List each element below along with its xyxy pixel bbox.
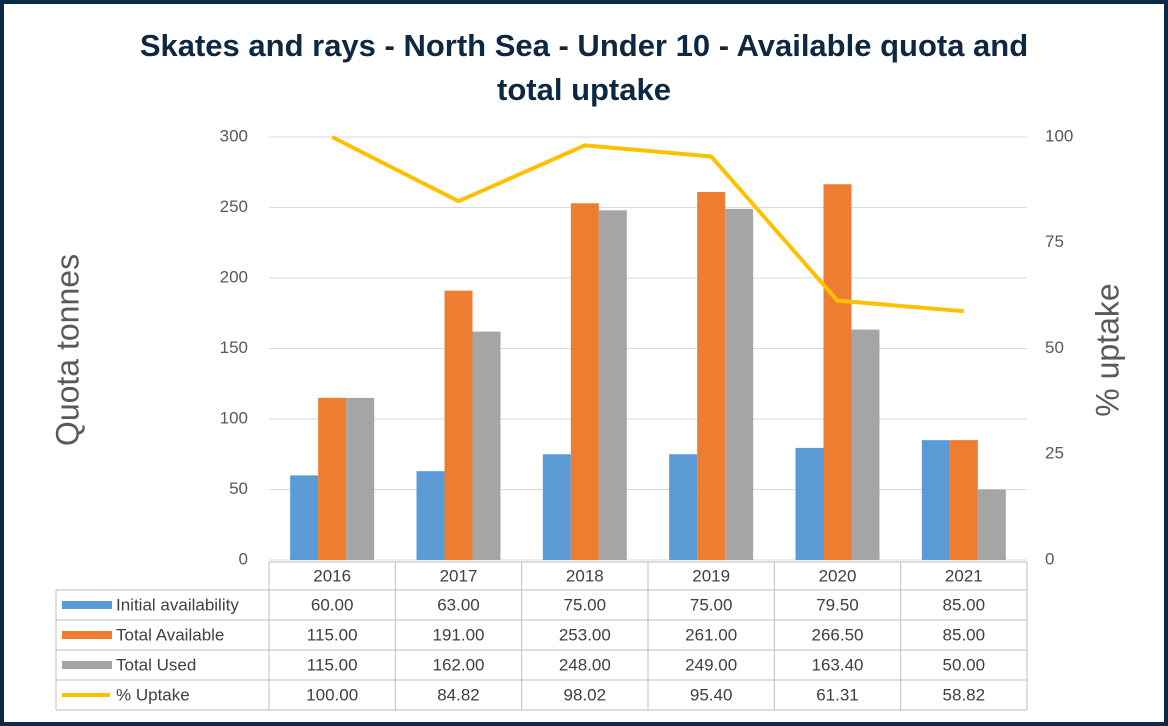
y-tick-label: 100 — [220, 408, 248, 427]
y-axis-label: Quota tonnes — [49, 254, 85, 446]
bar — [725, 208, 754, 560]
table-value: 100.00 — [306, 685, 358, 704]
legend-swatch — [62, 631, 112, 639]
table-value: 191.00 — [433, 625, 485, 644]
bar — [598, 210, 627, 560]
table-value: 249.00 — [685, 655, 737, 674]
x-tick-label: 2018 — [566, 566, 604, 585]
y-tick-label: 250 — [220, 197, 248, 216]
table-value: 63.00 — [437, 595, 480, 614]
chart-title: Skates and rays - North Sea - Under 10 -… — [139, 28, 1029, 107]
bar — [823, 184, 852, 561]
table-value: 95.40 — [690, 685, 733, 704]
legend-label: Total Used — [116, 655, 196, 674]
y-tick-label: 200 — [220, 267, 248, 286]
bar — [669, 454, 698, 560]
line-series — [331, 135, 964, 314]
bar — [290, 475, 319, 560]
bar — [697, 191, 726, 561]
table-value: 75.00 — [690, 595, 733, 614]
table-value: 58.82 — [943, 685, 986, 704]
bar — [444, 290, 473, 560]
table-value: 75.00 — [564, 595, 607, 614]
x-tick-label: 2021 — [945, 566, 983, 585]
y-tick-label: 150 — [220, 338, 248, 357]
y2-tick-label: 75 — [1045, 232, 1064, 251]
table-value: 98.02 — [564, 685, 607, 704]
legend-label: % Uptake — [116, 685, 190, 704]
table-value: 261.00 — [685, 625, 737, 644]
table-value: 79.50 — [816, 595, 859, 614]
y-tick-label: 300 — [220, 126, 248, 145]
table-value: 85.00 — [943, 625, 986, 644]
bar — [977, 489, 1006, 560]
table-value: 61.31 — [816, 685, 859, 704]
x-tick-label: 2020 — [819, 566, 857, 585]
bar — [542, 454, 571, 560]
table-value: 248.00 — [559, 655, 611, 674]
y2-axis-label: % uptake — [1089, 283, 1125, 416]
bar — [416, 471, 445, 560]
y2-tick-label: 100 — [1045, 126, 1073, 145]
y-tick-label: 0 — [239, 549, 248, 568]
y2-tick-label: 50 — [1045, 338, 1064, 357]
table-value: 162.00 — [433, 655, 485, 674]
table-value: 163.40 — [812, 655, 864, 674]
table-value: 253.00 — [559, 625, 611, 644]
bar — [570, 203, 599, 560]
x-tick-label: 2017 — [440, 566, 478, 585]
bar — [851, 329, 880, 560]
y-tick-label: 50 — [229, 479, 248, 498]
bar — [472, 331, 501, 560]
legend-swatch — [62, 601, 112, 609]
bar — [921, 440, 950, 560]
legend-label: Total Available — [116, 625, 224, 644]
x-tick-label: 2019 — [692, 566, 730, 585]
table-value: 84.82 — [437, 685, 480, 704]
bar — [346, 397, 375, 560]
y2-tick-label: 25 — [1045, 444, 1064, 463]
x-tick-label: 2016 — [313, 566, 351, 585]
legend-label: Initial availability — [116, 595, 239, 614]
table-value: 85.00 — [943, 595, 986, 614]
legend-swatch — [62, 661, 112, 669]
bar — [318, 397, 347, 560]
bar — [795, 447, 824, 560]
table-value: 50.00 — [943, 655, 986, 674]
table-value: 60.00 — [311, 595, 354, 614]
bar — [949, 440, 978, 560]
table-value: 266.50 — [812, 625, 864, 644]
y2-tick-label: 0 — [1045, 549, 1054, 568]
table-value: 115.00 — [307, 625, 358, 644]
table-value: 115.00 — [307, 655, 358, 674]
